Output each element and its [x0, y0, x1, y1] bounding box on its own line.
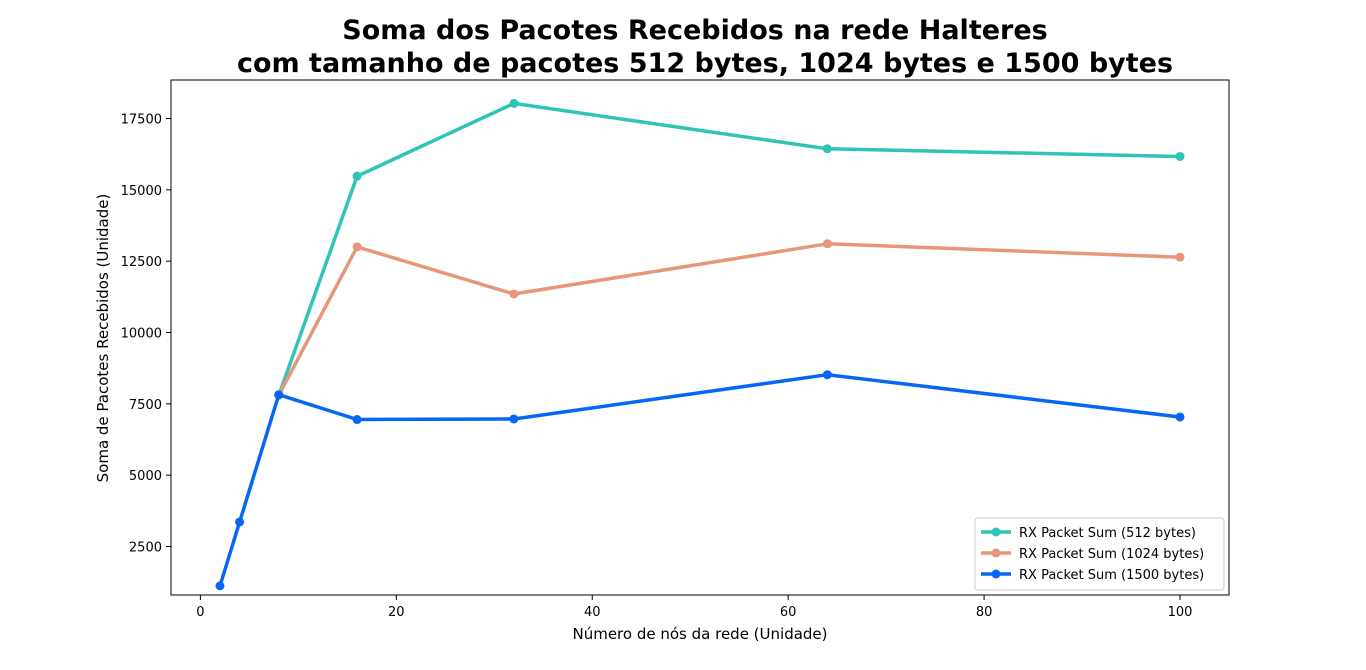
- y-tick-label: 10000: [121, 327, 162, 342]
- chart-title-line2: com tamanho de pacotes 512 bytes, 1024 b…: [237, 48, 1173, 79]
- data-point: [509, 289, 519, 299]
- data-point: [1175, 412, 1185, 422]
- legend: RX Packet Sum (512 bytes) RX Packet Sum (…: [974, 517, 1225, 591]
- x-tick-label: 60: [780, 605, 797, 620]
- y-tick-label: 15000: [121, 184, 162, 199]
- y-tick-label: 5000: [129, 469, 162, 484]
- legend-swatch-marker: [991, 548, 1001, 558]
- legend-swatch-marker: [991, 527, 1001, 537]
- series-lines: [215, 98, 1185, 591]
- data-point: [274, 390, 284, 400]
- data-point: [235, 517, 245, 527]
- data-point: [509, 98, 519, 108]
- plot-frame: [170, 79, 1230, 596]
- legend-label: RX Packet Sum (1500 bytes): [1019, 568, 1204, 583]
- data-point: [352, 415, 362, 425]
- data-point: [822, 239, 832, 249]
- data-point: [215, 581, 225, 591]
- y-tick-label: 17500: [121, 113, 162, 128]
- x-tick-label: 20: [388, 605, 405, 620]
- data-point: [822, 370, 832, 380]
- x-tick-label: 0: [196, 605, 204, 620]
- x-tick-label: 100: [1168, 605, 1193, 620]
- legend-box: [974, 517, 1225, 591]
- x-tick-label: 80: [976, 605, 993, 620]
- legend-swatch-marker: [991, 569, 1001, 579]
- data-point: [509, 414, 519, 424]
- data-point: [822, 144, 832, 154]
- x-tick-label: 40: [584, 605, 601, 620]
- data-point: [352, 171, 362, 181]
- legend-label: RX Packet Sum (512 bytes): [1019, 526, 1196, 541]
- data-point: [1175, 252, 1185, 262]
- y-tick-label: 12500: [121, 255, 162, 270]
- data-point: [352, 242, 362, 252]
- y-tick-label: 2500: [129, 540, 162, 555]
- chart-title-line1: Soma dos Pacotes Recebidos na rede Halte…: [342, 15, 1047, 46]
- data-point: [1175, 151, 1185, 161]
- y-axis-label: Soma de Pacotes Recebidos (Unidade): [94, 194, 112, 483]
- y-tick-label: 7500: [129, 398, 162, 413]
- x-axis-label: Número de nós da rede (Unidade): [572, 625, 827, 643]
- legend-label: RX Packet Sum (1024 bytes): [1019, 547, 1204, 562]
- axis-ticks: 0 20 40 60 80 100 2500 5000 7500 10000 12500 15000 1…: [121, 113, 1193, 620]
